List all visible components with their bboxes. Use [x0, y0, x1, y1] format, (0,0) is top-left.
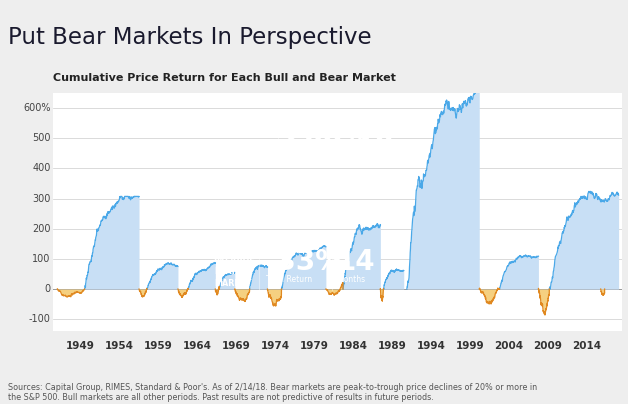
Text: MARKET: MARKET: [214, 279, 252, 288]
Text: Months: Months: [355, 147, 384, 157]
Text: AVERAGE: AVERAGE: [233, 127, 274, 137]
Text: Total Return: Total Return: [285, 147, 331, 157]
Text: BEAR: BEAR: [214, 267, 238, 276]
Text: 500: 500: [32, 133, 50, 143]
Text: Cumulative Price Return for Each Bull and Bear Market: Cumulative Price Return for Each Bull an…: [53, 73, 396, 83]
Text: 600%: 600%: [23, 103, 50, 113]
Text: 200: 200: [32, 224, 50, 234]
Text: 0: 0: [45, 284, 50, 294]
Text: 400: 400: [32, 163, 50, 173]
Text: Months: Months: [337, 275, 365, 284]
Text: -33%: -33%: [266, 248, 344, 276]
Text: -100: -100: [29, 314, 50, 324]
Text: Put Bear Markets In Perspective: Put Bear Markets In Perspective: [8, 26, 371, 49]
Text: 100: 100: [32, 254, 50, 264]
Text: 268%: 268%: [285, 121, 371, 149]
Text: BULL: BULL: [233, 139, 256, 148]
Text: Sources: Capital Group, RIMES, Standard & Poor's. As of 2/14/18. Bear markets ar: Sources: Capital Group, RIMES, Standard …: [8, 383, 537, 402]
Text: MARKET: MARKET: [233, 152, 271, 160]
Text: 300: 300: [32, 194, 50, 204]
Text: 70: 70: [355, 121, 394, 149]
Text: Total Return: Total Return: [266, 275, 312, 284]
Text: 14: 14: [337, 248, 376, 276]
Text: AVERAGE: AVERAGE: [214, 255, 256, 264]
